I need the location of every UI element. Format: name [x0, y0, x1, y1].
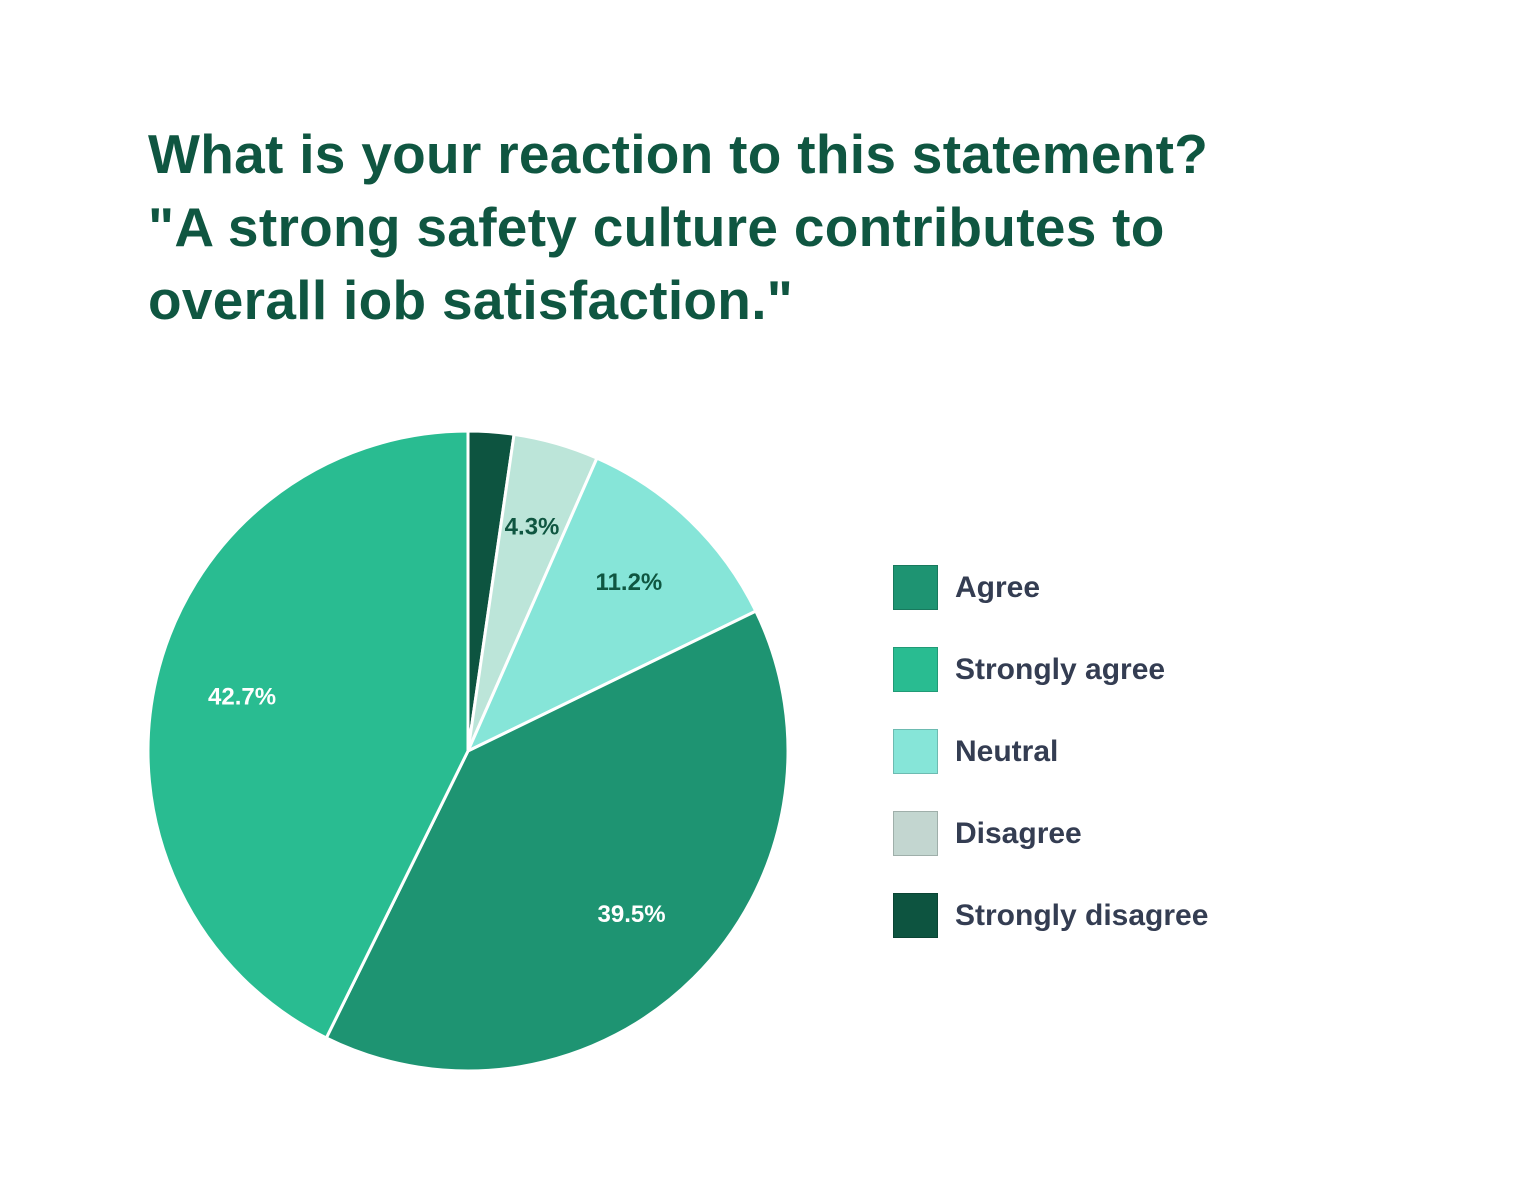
- pie-slice-agree: [324, 609, 790, 1073]
- chart-title-line-2: "A strong safety culture contributes to: [148, 196, 1165, 258]
- legend-item-neutral: Neutral: [893, 728, 1208, 775]
- legend-swatch-strongly-agree: [893, 647, 938, 692]
- legend-label-strongly-agree: Strongly agree: [955, 652, 1166, 686]
- chart-title-line-1: What is your reaction to this statement?: [148, 123, 1209, 185]
- legend-label-agree: Agree: [955, 570, 1041, 604]
- pie-slice-neutral: [466, 456, 758, 753]
- legend-item-strongly-disagree: Strongly disagree: [893, 892, 1208, 939]
- legend-swatch-strongly-disagree: [893, 893, 938, 938]
- chart-title-line-3: overall iob satisfaction.": [148, 269, 794, 331]
- pie-label-strongly-agree: 42.7%: [208, 684, 276, 711]
- legend-item-strongly-agree: Strongly agree: [893, 646, 1208, 693]
- legend-item-agree: Agree: [893, 564, 1208, 611]
- pie-label-agree: 39.5%: [598, 901, 666, 928]
- legend-item-disagree: Disagree: [893, 810, 1208, 857]
- legend-swatch-disagree: [893, 811, 938, 856]
- legend-swatch-agree: [893, 565, 938, 610]
- legend-label-strongly-disagree: Strongly disagree: [955, 898, 1209, 932]
- pie-label-disagree: 4.3%: [505, 513, 560, 540]
- legend-label-disagree: Disagree: [955, 816, 1082, 850]
- pie-label-neutral: 11.2%: [596, 569, 663, 596]
- pie-slice-strongly-agree: [146, 429, 470, 1040]
- chart-legend: Agree Strongly agree Neutral Disagree St…: [893, 564, 1208, 974]
- chart-title: What is your reaction to this statement?…: [148, 118, 1448, 337]
- legend-label-neutral: Neutral: [955, 734, 1059, 768]
- legend-swatch-neutral: [893, 729, 938, 774]
